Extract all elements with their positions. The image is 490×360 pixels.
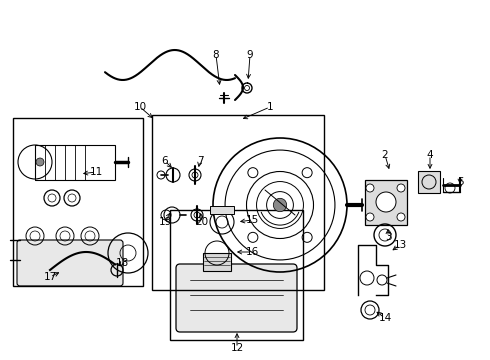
- FancyBboxPatch shape: [176, 264, 297, 332]
- Text: 9: 9: [246, 50, 253, 60]
- Circle shape: [376, 192, 396, 212]
- Text: 2: 2: [382, 150, 388, 160]
- Text: 13: 13: [393, 240, 407, 250]
- Bar: [203, 253, 231, 271]
- Text: 12: 12: [230, 343, 244, 353]
- Circle shape: [366, 184, 374, 192]
- Text: 1: 1: [267, 102, 273, 112]
- Circle shape: [397, 213, 405, 221]
- Text: 20: 20: [196, 217, 209, 227]
- Text: 17: 17: [44, 272, 57, 282]
- Bar: [13, 118, 143, 286]
- Text: 5: 5: [457, 177, 464, 187]
- Circle shape: [273, 198, 287, 212]
- Bar: [170, 210, 303, 340]
- Circle shape: [36, 158, 44, 166]
- Text: 19: 19: [158, 217, 172, 227]
- Text: 16: 16: [245, 247, 259, 257]
- Circle shape: [397, 184, 405, 192]
- Text: 10: 10: [133, 102, 147, 112]
- Bar: [35, 145, 115, 180]
- Text: 15: 15: [245, 215, 259, 225]
- Bar: [210, 206, 234, 214]
- Text: 14: 14: [378, 313, 392, 323]
- Text: 6: 6: [162, 156, 168, 166]
- Text: 4: 4: [427, 150, 433, 160]
- Text: 11: 11: [89, 167, 102, 177]
- Text: 3: 3: [385, 232, 392, 242]
- FancyBboxPatch shape: [17, 240, 123, 286]
- Text: 8: 8: [213, 50, 220, 60]
- Bar: [365, 180, 407, 225]
- Bar: [418, 171, 440, 193]
- Text: 7: 7: [196, 156, 203, 166]
- Circle shape: [366, 213, 374, 221]
- Bar: [152, 115, 324, 290]
- Text: 18: 18: [115, 258, 129, 268]
